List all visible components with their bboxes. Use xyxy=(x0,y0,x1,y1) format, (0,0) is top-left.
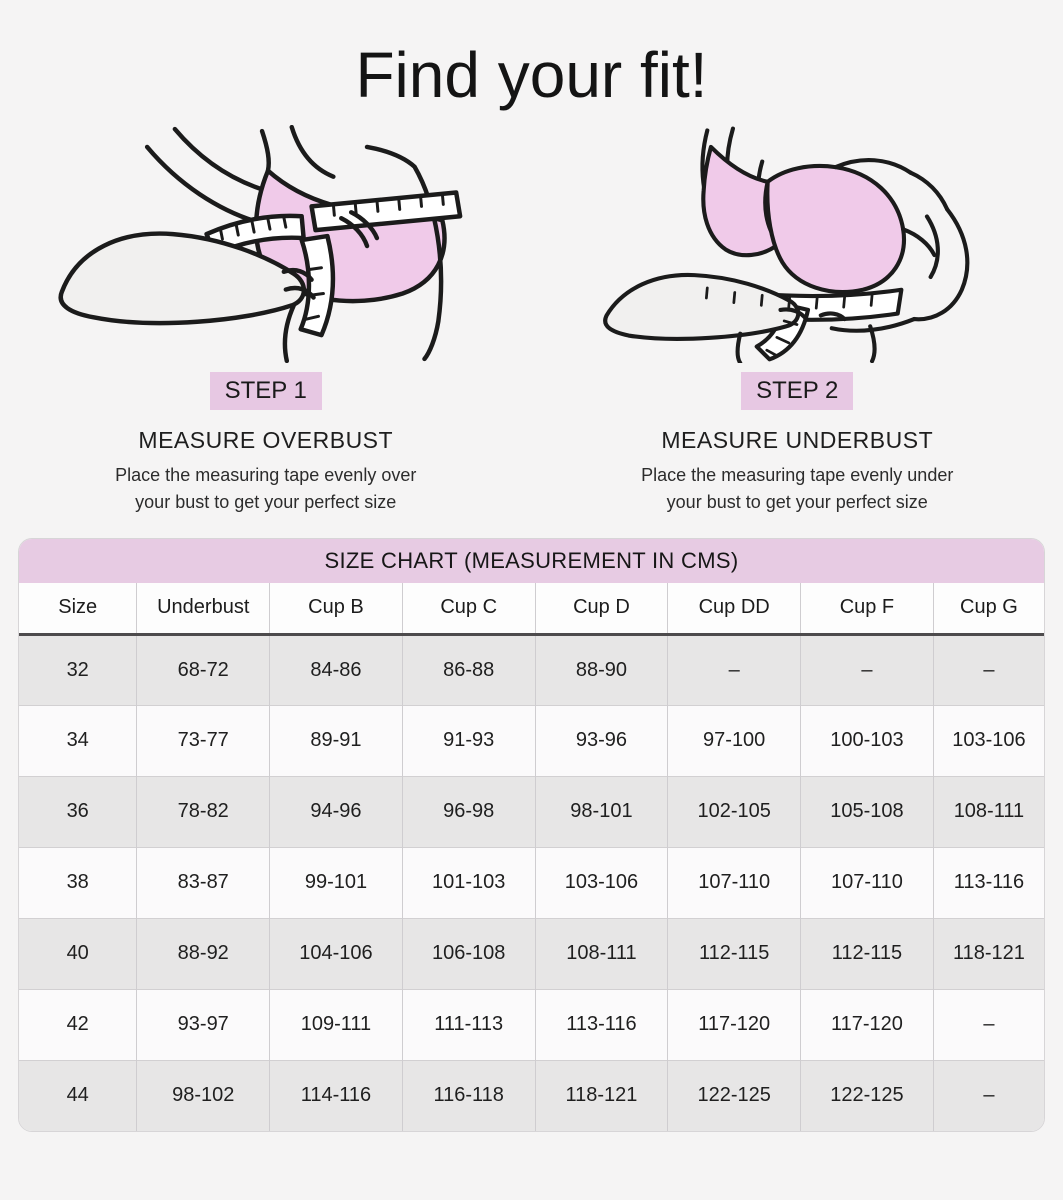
measurement-cell: 101-103 xyxy=(402,846,536,918)
measurement-cell: 104-106 xyxy=(269,917,403,989)
size-chart-body: 32 68-72 84-86 86-88 88-90– – –34 73-77 89-91 91-… xyxy=(19,634,1044,1131)
column-header: Cup G xyxy=(933,583,1044,636)
size-cell: 36 xyxy=(19,775,138,847)
measurement-cell: 111-113 xyxy=(402,988,536,1060)
measurement-cell: 107-110 xyxy=(667,846,802,918)
table-row: 40 88-92 104-106 106-108 108-111 112-115 112-1… xyxy=(19,917,1044,989)
size-cell: 32 xyxy=(19,634,138,705)
measurement-cell: 118-121 xyxy=(535,1059,669,1131)
underbust-illustration-svg xyxy=(603,126,970,363)
size-cell: 38 xyxy=(19,846,138,918)
step-1-description: Place the measuring tape evenly over you… xyxy=(0,462,532,516)
step-1-description-line-2: your bust to get your perfect size xyxy=(135,492,397,512)
measurement-steps: STEP 1 MEASURE OVERBUST Place the measur… xyxy=(0,120,1063,516)
overbust-measure-illustration xyxy=(0,124,532,364)
measurement-cell: 118-121 xyxy=(933,917,1044,989)
size-cell: 40 xyxy=(19,917,138,989)
page-title: Find your fit! xyxy=(355,39,708,111)
overbust-illustration-svg xyxy=(58,125,463,363)
measurement-cell: 122-125 xyxy=(667,1059,802,1131)
measurement-cell: 108-111 xyxy=(535,917,669,989)
measurement-cell: 89-91 xyxy=(269,704,403,776)
step-2-description: Place the measuring tape evenly under yo… xyxy=(532,462,1063,516)
step-2-badge: STEP 2 xyxy=(741,372,854,410)
column-header: Cup B xyxy=(269,583,403,636)
measurement-cell: 93-97 xyxy=(136,988,271,1060)
measurement-cell: 88-92 xyxy=(136,917,271,989)
measurement-cell: 84-86 xyxy=(269,634,403,705)
measurement-cell: 78-82 xyxy=(136,775,271,847)
measurement-cell: 99-101 xyxy=(269,846,403,918)
measurement-cell: 68-72 xyxy=(136,634,271,705)
measurement-cell: 86-88 xyxy=(402,634,536,705)
measurement-cell: 91-93 xyxy=(402,704,536,776)
measurement-cell: – xyxy=(667,634,802,705)
column-header: Underbust xyxy=(136,583,271,636)
measurement-cell: 103-106 xyxy=(535,846,669,918)
size-cell: 44 xyxy=(19,1059,138,1131)
measurement-cell: 112-115 xyxy=(667,917,802,989)
column-header: Size xyxy=(19,583,138,636)
measurement-cell: 83-87 xyxy=(136,846,271,918)
measurement-cell: 98-102 xyxy=(136,1059,271,1131)
measurement-cell: 88-90 xyxy=(535,634,669,705)
measurement-cell: – xyxy=(933,1059,1044,1131)
measurement-cell: 112-115 xyxy=(800,917,934,989)
measurement-cell: 97-100 xyxy=(667,704,802,776)
table-row: 36 78-82 94-96 96-98 98-101 102-105 105-108 108… xyxy=(19,775,1044,847)
measurement-cell: – xyxy=(933,634,1044,705)
step-1: STEP 1 MEASURE OVERBUST Place the measur… xyxy=(0,120,532,516)
size-chart-title: SIZE CHART (MEASUREMENT IN CMS) xyxy=(19,539,1044,583)
measurement-cell: 122-125 xyxy=(800,1059,934,1131)
step-1-badge: STEP 1 xyxy=(209,372,322,410)
measurement-cell: 100-103 xyxy=(800,704,934,776)
column-header: Cup D xyxy=(535,583,669,636)
measurement-cell: – xyxy=(933,988,1044,1060)
measurement-cell: 108-111 xyxy=(933,775,1044,847)
measurement-cell: 114-116 xyxy=(269,1059,403,1131)
size-cell: 34 xyxy=(19,704,138,776)
measurement-cell: 106-108 xyxy=(402,917,536,989)
step-1-heading: MEASURE OVERBUST xyxy=(138,427,394,453)
size-chart-section: SIZE CHART (MEASUREMENT IN CMS) Size Unde… xyxy=(18,538,1045,1132)
size-cell: 42 xyxy=(19,988,138,1060)
underbust-measure-illustration xyxy=(532,124,1063,364)
column-header: Cup F xyxy=(800,583,934,636)
measurement-cell: 117-120 xyxy=(667,988,802,1060)
step-2-description-line-1: Place the measuring tape evenly under xyxy=(641,465,954,485)
table-row: 42 93-97 109-111 111-113 113-116 117-120 117-1… xyxy=(19,988,1044,1060)
step-2: STEP 2 MEASURE UNDERBUST Place the measu… xyxy=(532,120,1063,516)
step-2-heading: MEASURE UNDERBUST xyxy=(661,427,934,453)
measurement-cell: 94-96 xyxy=(269,775,403,847)
table-row: 34 73-77 89-91 91-93 93-96 97-100 100-103 103-1… xyxy=(19,704,1044,776)
step-2-description-line-2: your bust to get your perfect size xyxy=(666,492,928,512)
measurement-cell: – xyxy=(800,634,934,705)
table-row: 32 68-72 84-86 86-88 88-90– – – xyxy=(19,634,1044,705)
measurement-cell: 93-96 xyxy=(535,704,669,776)
measurement-cell: 73-77 xyxy=(136,704,271,776)
measurement-cell: 98-101 xyxy=(535,775,669,847)
measurement-cell: 116-118 xyxy=(402,1059,536,1131)
column-header: Cup C xyxy=(402,583,536,636)
column-header: Cup DD xyxy=(667,583,802,636)
measurement-cell: 105-108 xyxy=(800,775,934,847)
measurement-cell: 96-98 xyxy=(402,775,536,847)
measurement-cell: 113-116 xyxy=(535,988,669,1060)
measurement-cell: 109-111 xyxy=(269,988,403,1060)
measurement-cell: 117-120 xyxy=(800,988,934,1060)
measurement-cell: 103-106 xyxy=(933,704,1044,776)
table-row: 38 83-87 99-101 101-103 103-106 107-110 107-11… xyxy=(19,846,1044,918)
table-row: 44 98-102 114-116 116-118 118-121 122-125 122-… xyxy=(19,1059,1044,1131)
measurement-cell: 107-110 xyxy=(800,846,934,918)
measurement-cell: 102-105 xyxy=(667,775,802,847)
step-1-description-line-1: Place the measuring tape evenly over xyxy=(115,465,417,485)
measurement-cell: 113-116 xyxy=(933,846,1044,918)
